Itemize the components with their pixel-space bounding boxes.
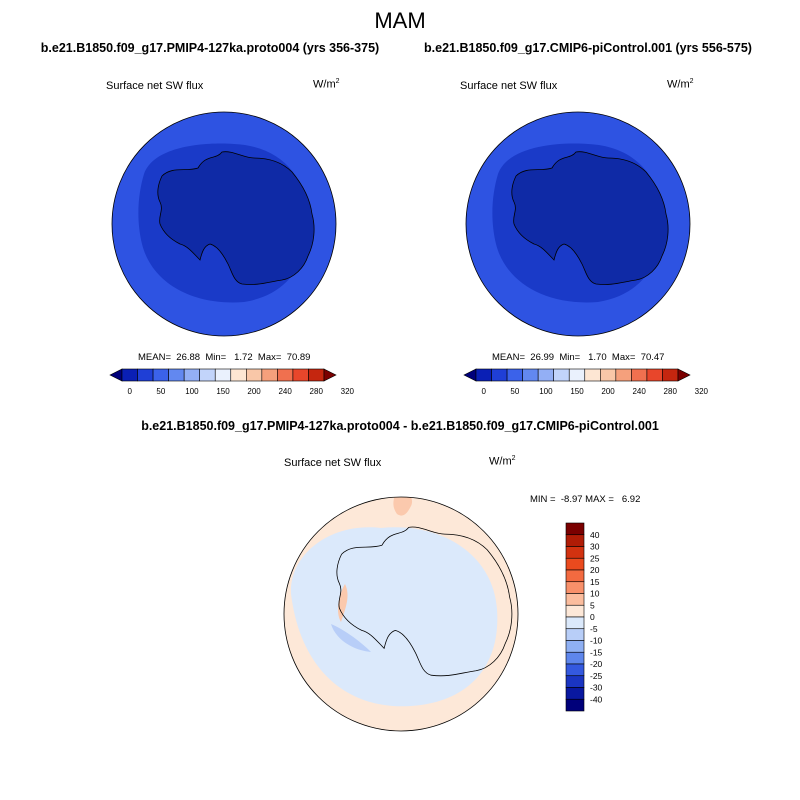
colorbar-cell (565, 663, 585, 677)
colorbar-tick-label: 200 (601, 387, 615, 396)
diff-variable-label: Surface net SW flux (284, 457, 382, 469)
colorbar-cell (565, 546, 585, 559)
colorbar-tick-label: 0 (128, 387, 133, 396)
colorbar-tick-label: 15 (590, 577, 600, 587)
colorbar-cell (199, 368, 216, 382)
right-polar-map (465, 111, 691, 337)
colorbar-cell (565, 569, 585, 583)
colorbar-cell (565, 557, 585, 571)
colorbar-cell (565, 628, 585, 641)
left-stats: MEAN= 26.88 Min= 1.72 Max= 70.89 (138, 352, 311, 363)
colorbar-cell (168, 368, 185, 382)
colorbar-cell (522, 368, 539, 382)
colorbar-tick-label: 5 (590, 600, 595, 610)
colorbar-tick-label: 20 (590, 565, 600, 575)
colorbar-cell (565, 675, 585, 688)
colorbar-tick-label: 30 (590, 542, 600, 552)
left-case-title: b.e21.B1850.f09_g17.PMIP4-127ka.proto004… (40, 41, 380, 55)
colorbar-tick-label: 25 (590, 553, 600, 563)
colorbar-tick-label: -15 (590, 647, 603, 657)
left-units: W/m2 (313, 78, 340, 91)
colorbar-cell (600, 368, 617, 382)
colorbar-cell (308, 368, 325, 382)
colorbar-cell (565, 698, 585, 712)
colorbar-cell (230, 368, 247, 382)
colorbar-tick-label: 150 (216, 387, 230, 396)
colorbar-cell (183, 368, 200, 382)
colorbar-cell (261, 368, 278, 382)
colorbar-cell (565, 593, 585, 606)
season-title: MAM (374, 8, 426, 33)
colorbar-tick-label: -20 (590, 659, 603, 669)
colorbar-cell (565, 522, 585, 536)
colorbar-cell (553, 368, 570, 382)
colorbar-tick-label: -25 (590, 671, 603, 681)
colorbar-cell (565, 640, 585, 653)
colorbar-cell (662, 368, 679, 382)
colorbar-cell (565, 651, 585, 665)
right-variable-label: Surface net SW flux (460, 80, 558, 92)
diff-units: W/m2 (489, 455, 516, 468)
colorbar-cell (152, 368, 169, 382)
colorbar-tick-label: 280 (664, 387, 678, 396)
right-case-title: b.e21.B1850.f09_g17.CMIP6-piControl.001 … (424, 41, 752, 55)
colorbar-tick-label: 50 (510, 387, 519, 396)
diff-polar-map (283, 496, 519, 732)
left-polar-map (111, 111, 337, 337)
colorbar-cell (292, 368, 309, 382)
colorbar-cell (323, 368, 337, 382)
colorbar-tick-label: 0 (590, 612, 595, 622)
colorbar-cell (463, 368, 477, 382)
right-colorbar: 0 50 100 150 200 240 280 320 (463, 368, 709, 396)
colorbar-tick-label: 280 (310, 387, 324, 396)
colorbar-tick-label: 100 (539, 387, 553, 396)
colorbar-tick-label: 0 (482, 387, 487, 396)
diff-case-title: b.e21.B1850.f09_g17.PMIP4-127ka.proto004… (141, 419, 659, 433)
colorbar-cell (568, 368, 586, 382)
right-stats: MEAN= 26.99 Min= 1.70 Max= 70.47 (492, 352, 665, 363)
colorbar-tick-label: -5 (590, 624, 598, 634)
colorbar-cell (246, 368, 263, 382)
colorbar-tick-label: 240 (278, 387, 292, 396)
colorbar-cell (565, 581, 585, 594)
colorbar-cell (677, 368, 691, 382)
colorbar-cell (121, 368, 138, 382)
colorbar-cell (277, 368, 294, 382)
colorbar-tick-label: -40 (590, 694, 603, 704)
colorbar-cell (565, 604, 585, 618)
colorbar-tick-label: 320 (695, 387, 709, 396)
colorbar-cell (565, 534, 585, 547)
colorbar-tick-label: 40 (590, 530, 600, 540)
diff-minmax: MIN = -8.97 MAX = 6.92 (530, 494, 641, 505)
colorbar-cell (537, 368, 554, 382)
colorbar-cell (615, 368, 632, 382)
left-colorbar: 0 50 100 150 200 240 280 320 (109, 368, 355, 396)
colorbar-cell (491, 368, 508, 382)
colorbar-cell (506, 368, 523, 382)
colorbar-cell (646, 368, 663, 382)
colorbar-tick-label: 240 (632, 387, 646, 396)
colorbar-cell (584, 368, 601, 382)
colorbar-tick-label: 100 (185, 387, 199, 396)
colorbar-tick-label: -30 (590, 683, 603, 693)
colorbar-cell (631, 368, 648, 382)
colorbar-cell (137, 368, 154, 382)
colorbar-tick-label: -10 (590, 636, 603, 646)
colorbar-cell (109, 368, 123, 382)
colorbar-tick-label: 10 (590, 589, 600, 599)
right-units: W/m2 (667, 78, 694, 91)
colorbar-cell (565, 687, 585, 700)
colorbar-cell (214, 368, 232, 382)
colorbar-tick-label: 200 (247, 387, 261, 396)
colorbar-tick-label: 320 (341, 387, 355, 396)
colorbar-cell (565, 616, 585, 630)
colorbar-cell (475, 368, 492, 382)
left-variable-label: Surface net SW flux (106, 80, 204, 92)
colorbar-tick-label: 50 (156, 387, 165, 396)
colorbar-tick-label: 150 (570, 387, 584, 396)
